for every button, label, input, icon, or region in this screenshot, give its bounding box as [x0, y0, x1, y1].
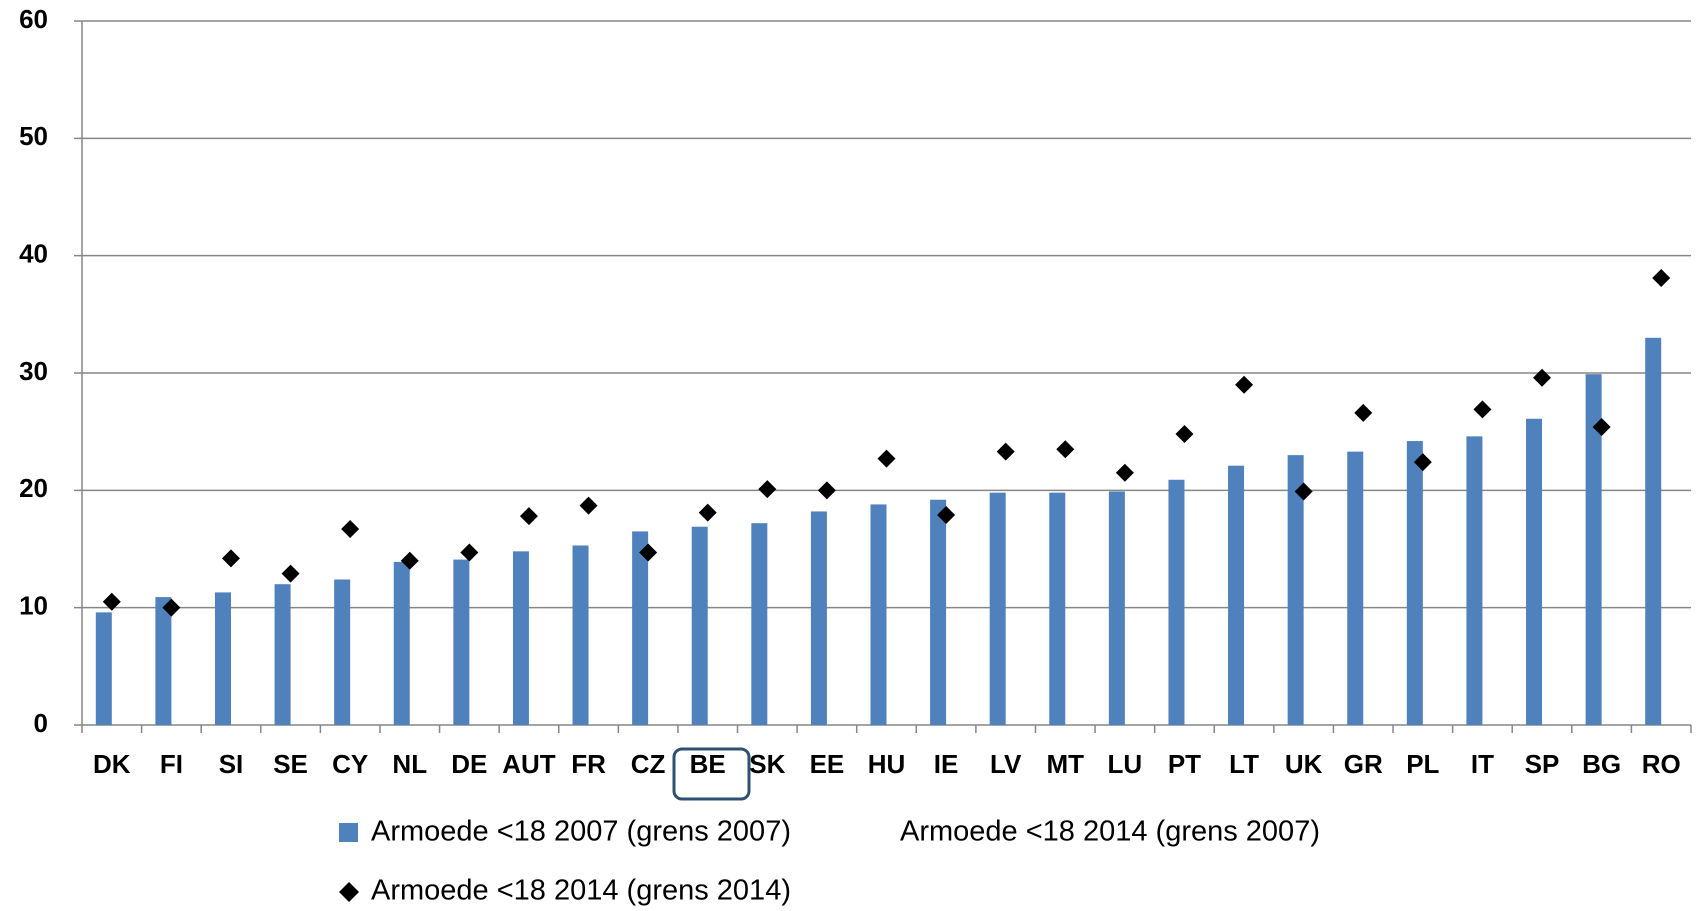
x-tick-label: SI	[219, 749, 244, 779]
marker	[1115, 463, 1134, 482]
marker	[460, 543, 479, 562]
y-tick-label: 30	[19, 356, 48, 386]
x-tick-label: LT	[1229, 749, 1259, 779]
marker	[639, 543, 658, 562]
y-tick-label: 40	[19, 239, 48, 269]
bar	[751, 523, 768, 725]
x-tick-label: UK	[1285, 749, 1323, 779]
marker	[1056, 440, 1075, 459]
y-tick-label: 50	[19, 121, 48, 151]
x-tick-label: PL	[1406, 749, 1439, 779]
marker	[1175, 425, 1194, 444]
marker	[1652, 268, 1671, 287]
x-tick-label: GR	[1344, 749, 1383, 779]
x-tick-label: SP	[1525, 749, 1560, 779]
x-tick-label: DK	[93, 749, 131, 779]
bar	[1585, 374, 1602, 725]
bar	[572, 545, 589, 725]
x-tick-label: LU	[1108, 749, 1143, 779]
bar	[274, 584, 291, 725]
marker	[1533, 368, 1552, 387]
bar	[1645, 337, 1662, 725]
x-tick-label: SE	[273, 749, 308, 779]
bar	[930, 499, 947, 725]
x-tick-label: NL	[392, 749, 427, 779]
legend-swatch	[339, 823, 358, 842]
legend-swatch	[339, 882, 359, 902]
y-tick-label: 10	[19, 591, 48, 621]
x-tick-label: EE	[810, 749, 845, 779]
marker	[221, 549, 240, 568]
marker	[1592, 417, 1611, 436]
bar	[1526, 418, 1543, 725]
marker	[1473, 400, 1492, 419]
x-tick-label: FR	[571, 749, 606, 779]
x-tick-label: CZ	[631, 749, 666, 779]
x-tick-label: FI	[160, 749, 183, 779]
x-tick-label: DE	[451, 749, 487, 779]
marker	[817, 481, 836, 500]
marker	[102, 592, 121, 611]
x-tick-label: IT	[1471, 749, 1494, 779]
bar	[393, 561, 410, 725]
bar	[1049, 492, 1066, 725]
bar	[453, 559, 470, 725]
marker	[519, 507, 538, 526]
x-tick-label: LV	[990, 749, 1022, 779]
marker	[400, 551, 419, 570]
marker	[877, 449, 896, 468]
bar	[214, 592, 231, 725]
legend-label: Armoede <18 2014 (grens 2007)	[900, 816, 1320, 848]
x-tick-label: BE	[690, 749, 726, 779]
marker	[341, 520, 360, 539]
bar	[1168, 479, 1185, 725]
x-tick-label: IE	[934, 749, 959, 779]
bar	[870, 504, 887, 725]
bar	[155, 597, 172, 725]
bar	[810, 511, 827, 725]
x-tick-label: HU	[868, 749, 906, 779]
highlight-box	[672, 747, 751, 801]
bar	[632, 531, 649, 725]
bar	[691, 526, 708, 725]
x-tick-label: PT	[1168, 749, 1201, 779]
x-tick-label: RO	[1642, 749, 1681, 779]
bar	[95, 612, 112, 725]
bar	[989, 492, 1006, 725]
bar	[1406, 441, 1423, 725]
x-tick-label: MT	[1047, 749, 1085, 779]
bar	[334, 579, 351, 725]
bar	[1466, 436, 1483, 725]
marker	[937, 505, 956, 524]
legend-label: Armoede <18 2014 (grens 2014)	[371, 875, 791, 907]
bar	[1228, 465, 1245, 725]
y-tick-label: 0	[34, 708, 48, 738]
y-tick-label: 20	[19, 473, 48, 503]
marker	[1354, 403, 1373, 422]
x-tick-label: BG	[1582, 749, 1621, 779]
bar	[1347, 451, 1364, 725]
marker	[996, 442, 1015, 461]
bar	[1287, 455, 1304, 725]
marker	[162, 598, 181, 617]
marker	[1413, 453, 1432, 472]
marker	[1235, 375, 1254, 394]
bar	[1108, 491, 1125, 725]
bar	[512, 551, 529, 725]
x-tick-label: CY	[332, 749, 368, 779]
y-tick-label: 60	[19, 4, 48, 34]
marker	[758, 480, 777, 499]
marker	[579, 496, 598, 515]
marker	[698, 503, 717, 522]
legend-label: Armoede <18 2007 (grens 2007)	[371, 816, 791, 848]
marker	[1294, 482, 1313, 501]
x-tick-label: AUT	[502, 749, 556, 779]
x-tick-label: SK	[749, 749, 785, 779]
marker	[281, 564, 300, 583]
